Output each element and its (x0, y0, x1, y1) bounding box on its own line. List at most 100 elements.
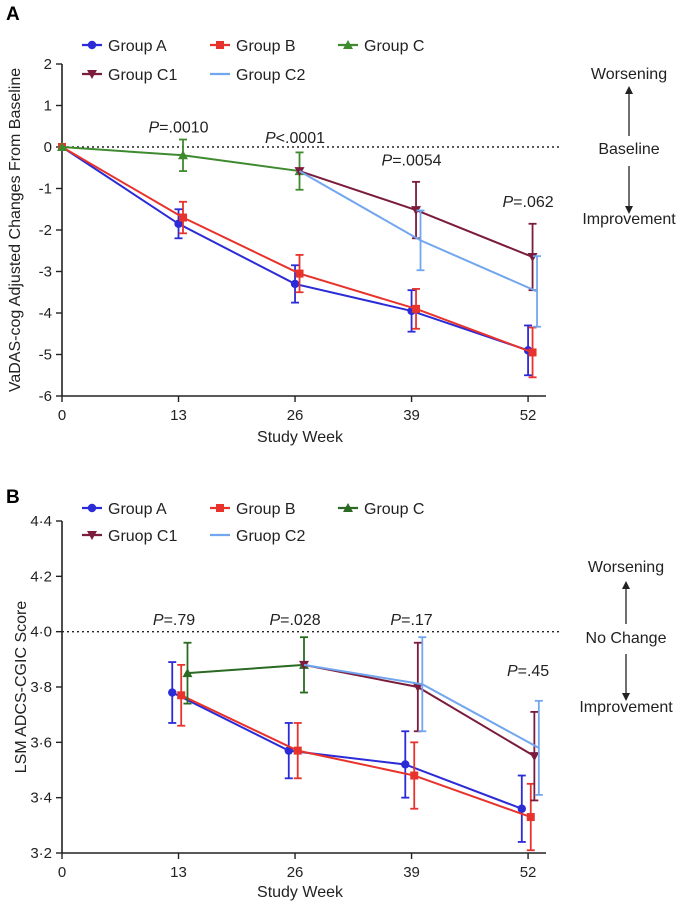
p-value-number: =.17 (401, 612, 433, 629)
legend-b: Group A Group B Group C Gruop C1 Gruop C2 (82, 501, 424, 545)
y-tick-label: 3·2 (30, 845, 52, 862)
p-value-label: P=.0054 (382, 153, 442, 170)
y-tick-label: -4 (39, 305, 52, 322)
legend-swatch-marker (343, 40, 353, 49)
data-point (412, 683, 423, 692)
legend-item-group-c: Group C (338, 38, 424, 55)
annotation-middle: No Change (586, 630, 667, 647)
p-value-label: P=.45 (507, 663, 549, 680)
panel-b: B 4·4 4·2 4·0 3·8 3·6 3·4 3·2 0 13 26 39 52 Study Wee… (6, 487, 673, 901)
panel-label-a: A (6, 4, 20, 25)
p-value-number: =.79 (164, 612, 196, 629)
p-value-label: P=.79 (153, 612, 195, 629)
legend-swatch-marker (87, 70, 97, 79)
p-value-label: P<.0001 (265, 130, 325, 147)
data-point (174, 219, 183, 228)
legend-label: Gruop C1 (108, 528, 177, 545)
legend-label: Group B (236, 501, 296, 518)
y-tick-label: 4·2 (30, 568, 52, 585)
series-line (303, 663, 535, 758)
x-axis-title-a: Study Week (257, 429, 344, 446)
x-tick-label: 39 (403, 407, 420, 424)
series-gruop-c1-b (299, 641, 540, 802)
legend-swatch-marker (343, 503, 353, 512)
legend-swatch-marker (87, 40, 97, 50)
p-value-label: P=.062 (502, 194, 553, 211)
data-point (168, 688, 177, 697)
p-value-number: =.0054 (392, 153, 441, 170)
data-point (179, 213, 187, 222)
p-value-number: <.0001 (276, 130, 325, 147)
p-value-prefix: P (502, 194, 513, 211)
p-value-prefix: P (269, 612, 280, 629)
series-line (171, 691, 523, 810)
x-tick-label: 13 (170, 864, 187, 881)
legend-item-group-b: Group B (210, 501, 296, 518)
legend-item-gruop-c2: Gruop C2 (210, 528, 305, 545)
legend-label: Group C2 (236, 67, 305, 84)
y-tick-label: -6 (39, 388, 52, 405)
legend-label: Group C1 (108, 67, 177, 84)
x-axis-title-b: Study Week (257, 884, 344, 901)
y-tick-label: 2 (44, 56, 52, 73)
data-point (178, 150, 188, 160)
legend-item-group-a: Group A (82, 501, 167, 518)
data-point (410, 771, 419, 780)
y-axis-title-a: VaDAS-cog Adjusted Changes From Baseline (7, 68, 24, 392)
y-tick-label: 4·4 (30, 513, 52, 530)
p-value-number: =.062 (513, 194, 554, 211)
y-tick-label: 4·0 (30, 624, 52, 641)
data-point (528, 348, 537, 357)
y-tick-label: 3·8 (30, 679, 52, 696)
legend-item-group-c1: Group C1 (82, 67, 177, 84)
y-tick-label: 3·6 (30, 734, 52, 751)
legend-item-group-b: Group B (210, 38, 296, 55)
y-tick-label: 1 (44, 98, 52, 115)
p-value-number: =.0010 (159, 119, 208, 136)
legend-label: Gruop C2 (236, 528, 305, 545)
panel-a: A 2 1 0 -1 -2 -3 -4 -5 -6 0 13 26 39 52 Study Week VaDAS… (6, 4, 676, 446)
p-value-prefix: P (507, 663, 518, 680)
y-tick-label: -3 (39, 264, 52, 281)
annotation-worsening: Worsening (588, 559, 664, 576)
legend-a: Group A Group B Group C Group C1 Group C2 (82, 38, 424, 84)
data-point (293, 746, 302, 755)
data-point (529, 752, 540, 762)
p-value-prefix: P (265, 130, 276, 147)
x-tick-label: 0 (58, 407, 66, 424)
data-point (295, 269, 304, 278)
panel-label-b: B (6, 487, 20, 508)
series-line (299, 170, 538, 293)
annotation-worsening: Worsening (591, 66, 667, 83)
annotation-improvement: Improvement (579, 699, 673, 716)
y-tick-label: -1 (39, 181, 52, 198)
legend-label: Group C (364, 501, 424, 518)
annotation-middle: Baseline (598, 141, 659, 158)
x-tick-label: 52 (520, 407, 537, 424)
x-tick-label: 0 (58, 864, 66, 881)
data-point (517, 804, 526, 813)
p-value-prefix: P (153, 612, 164, 629)
series-line (61, 146, 529, 352)
annotation-improvement: Improvement (582, 211, 676, 228)
series-group-c2-a (299, 170, 542, 328)
y-axis-title-b: LSM ADCS-CGIC Score (13, 601, 30, 774)
p-value-label: P=.028 (269, 612, 320, 629)
legend-item-group-c2: Group C2 (210, 67, 305, 84)
y-tick-label: -2 (39, 222, 52, 239)
legend-item-group-a: Group A (82, 38, 167, 55)
series-line (180, 694, 532, 818)
legend-swatch-marker (216, 504, 224, 512)
legend-label: Group B (236, 38, 296, 55)
legend-swatch-marker (216, 41, 224, 49)
legend-item-gruop-c1: Gruop C1 (82, 528, 177, 545)
series-group-b-b (177, 663, 535, 852)
data-point (412, 304, 421, 313)
series-group-c-a (57, 138, 305, 191)
x-tick-label: 39 (403, 864, 420, 881)
y-tick-label: 0 (44, 139, 52, 156)
data-point (411, 206, 422, 216)
p-value-number: =.028 (280, 612, 321, 629)
series-group-a-b (168, 661, 526, 843)
data-point (527, 252, 538, 262)
